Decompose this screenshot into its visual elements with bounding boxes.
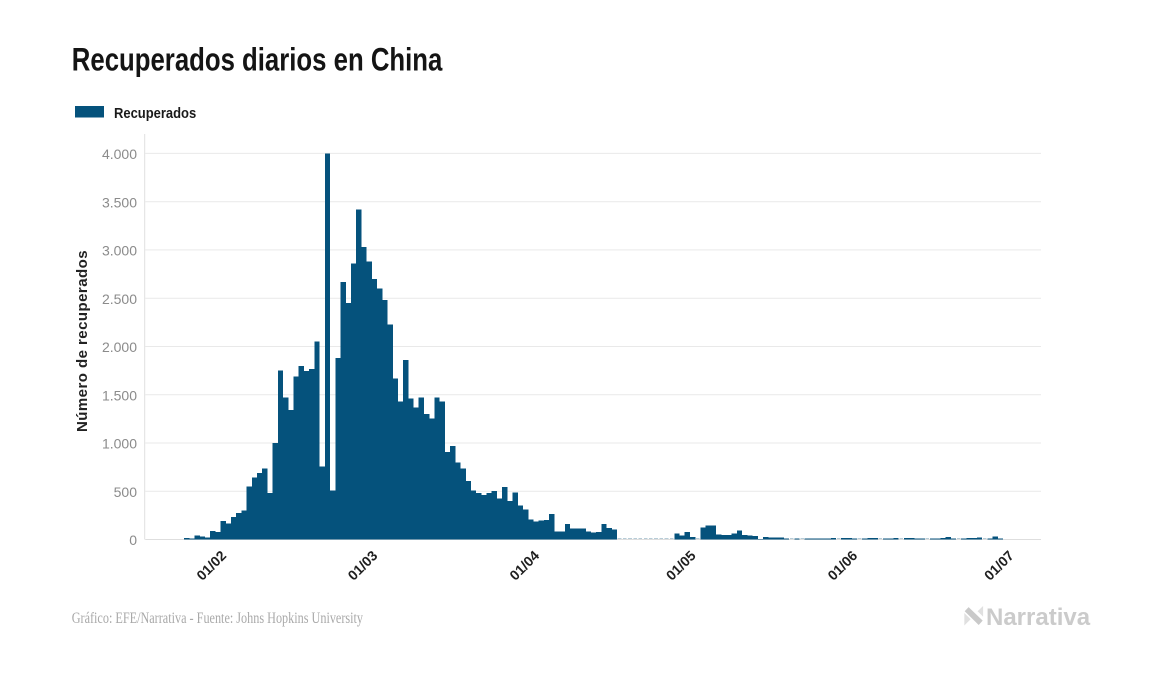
svg-text:3.000: 3.000 [102, 243, 137, 259]
svg-text:2.500: 2.500 [102, 291, 137, 307]
svg-text:4.000: 4.000 [102, 146, 137, 162]
svg-text:01/02: 01/02 [193, 547, 229, 583]
svg-text:2.000: 2.000 [102, 339, 137, 355]
svg-text:1.000: 1.000 [102, 436, 137, 452]
svg-text:01/06: 01/06 [824, 547, 860, 583]
svg-text:Gráfico: EFE/Narrativa - Fuent: Gráfico: EFE/Narrativa - Fuente: Johns H… [72, 609, 364, 627]
svg-text:500: 500 [114, 484, 138, 500]
svg-text:01/03: 01/03 [344, 547, 380, 583]
svg-text:01/07: 01/07 [981, 547, 1017, 583]
svg-text:0: 0 [129, 532, 137, 548]
svg-text:Número de recuperados: Número de recuperados [74, 250, 91, 432]
svg-text:Recuperados diarios en China: Recuperados diarios en China [72, 43, 443, 78]
svg-text:Recuperados: Recuperados [114, 104, 196, 121]
svg-text:1.500: 1.500 [102, 387, 137, 403]
svg-text:3.500: 3.500 [102, 194, 137, 210]
svg-text:Narrativa: Narrativa [986, 604, 1091, 631]
svg-text:01/04: 01/04 [506, 547, 542, 583]
svg-text:01/05: 01/05 [663, 547, 699, 583]
